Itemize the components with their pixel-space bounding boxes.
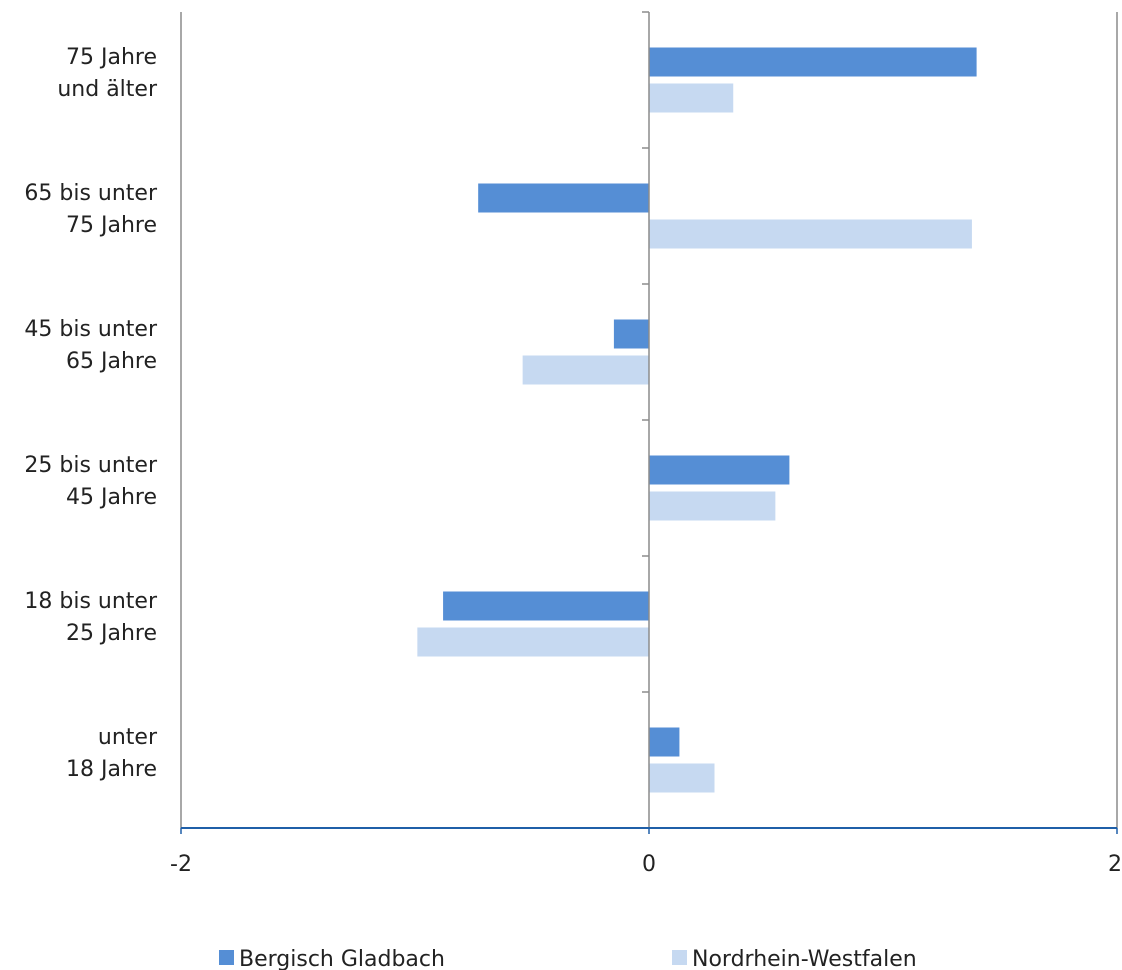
legend-label: Nordrhein-Westfalen <box>692 947 917 970</box>
category-label: 45 Jahre <box>66 485 157 510</box>
category-label: 75 Jahre <box>66 45 157 70</box>
bar-nordrhein-westfalen-5 <box>649 763 715 793</box>
x-tick-label: 2 <box>1108 852 1122 877</box>
category-label: 25 Jahre <box>66 621 157 646</box>
bar-nordrhein-westfalen-4 <box>417 627 649 657</box>
bar-bergisch-gladbach-0 <box>649 47 977 77</box>
category-label: 75 Jahre <box>66 213 157 238</box>
bar-nordrhein-westfalen-3 <box>649 491 776 521</box>
category-label: 45 bis unter <box>24 317 158 342</box>
category-label: 65 Jahre <box>66 349 157 374</box>
category-label: 65 bis unter <box>24 181 158 206</box>
bar-bergisch-gladbach-5 <box>649 727 680 757</box>
bar-bergisch-gladbach-3 <box>649 455 790 485</box>
bar-bergisch-gladbach-4 <box>443 591 649 621</box>
bar-nordrhein-westfalen-1 <box>649 219 972 249</box>
category-label: und älter <box>57 77 158 102</box>
bar-nordrhein-westfalen-0 <box>649 83 734 113</box>
x-axis: -2 0 2 <box>170 11 1122 877</box>
legend-label: Bergisch Gladbach <box>239 947 445 970</box>
legend-swatch <box>672 950 687 965</box>
category-label: 18 Jahre <box>66 757 157 782</box>
plot-area <box>180 12 1118 828</box>
legend-swatch <box>219 950 234 965</box>
x-tick-label: 0 <box>642 852 656 877</box>
legend: Bergisch Gladbach Nordrhein-Westfalen <box>219 947 917 970</box>
category-label: 18 bis unter <box>24 589 158 614</box>
bar-bergisch-gladbach-2 <box>613 319 649 349</box>
category-label: 25 bis unter <box>24 453 158 478</box>
bar-nordrhein-westfalen-2 <box>522 355 649 385</box>
bar-bergisch-gladbach-1 <box>478 183 649 213</box>
x-tick-label: -2 <box>170 852 192 877</box>
category-label: unter <box>98 725 158 750</box>
category-labels: 75 Jahre und älter 65 bis unter 75 Jahre 45 … <box>24 45 158 782</box>
